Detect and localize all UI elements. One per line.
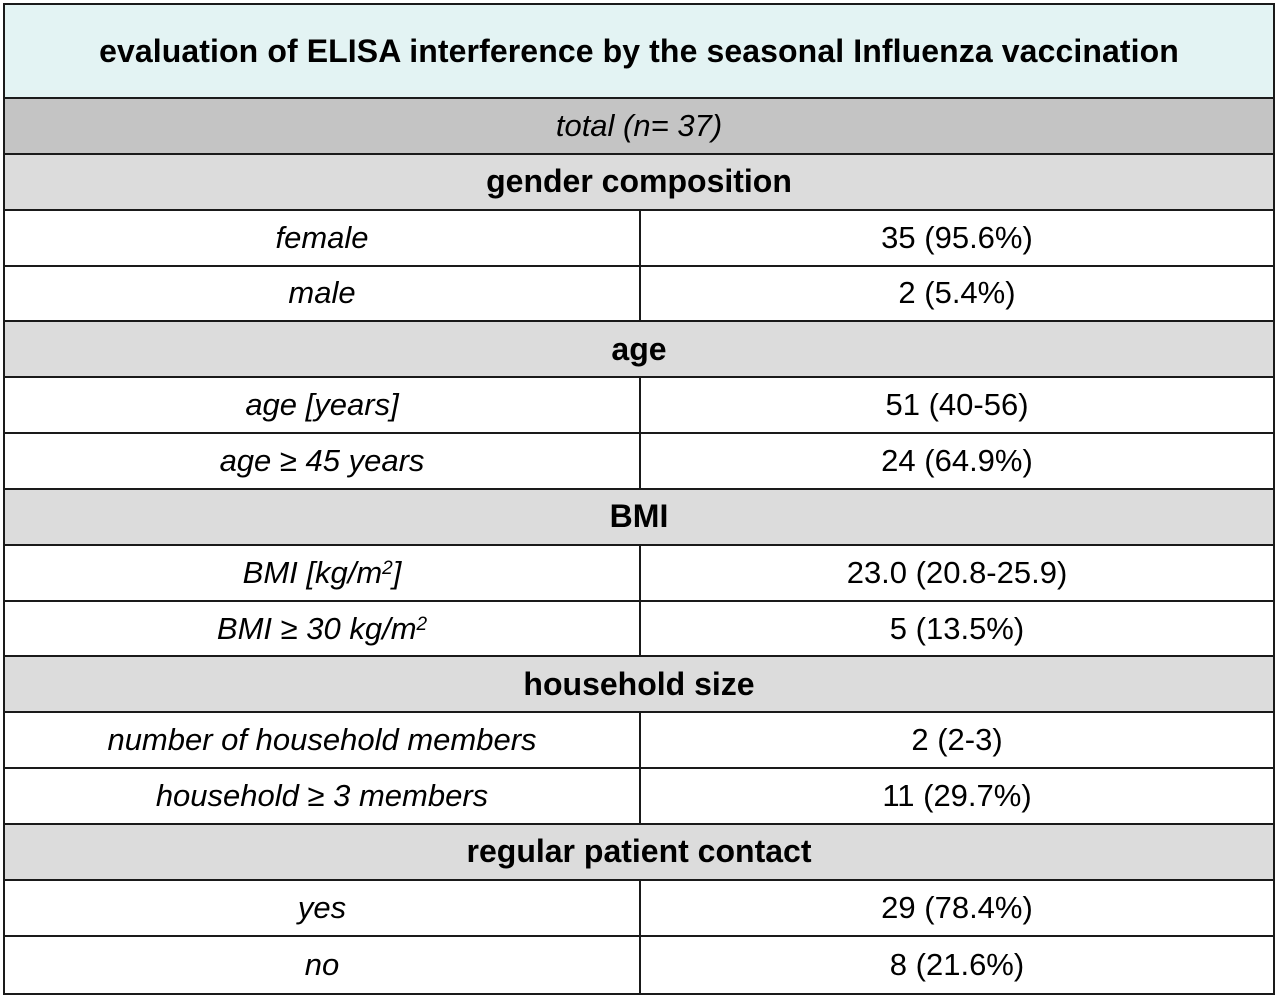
row-value: 23.0 (20.8-25.9)	[846, 554, 1068, 590]
table-row: age ≥ 45 years 24 (64.9%)	[5, 434, 1273, 490]
row-value: 2 (5.4%)	[898, 275, 1016, 311]
section-heading-gender: gender composition	[5, 154, 1273, 211]
row-label: household ≥ 3 members	[5, 769, 641, 823]
characteristics-table: evaluation of ELISA interference by the …	[3, 3, 1275, 995]
row-label: age [years]	[5, 378, 641, 433]
row-label: male	[5, 266, 641, 321]
table-row: BMI ≥ 30 kg/m 2 5 (13.5%)	[5, 601, 1273, 658]
row-label: BMI [kg/m 2]	[5, 545, 641, 600]
label-text: BMI [kg/m	[242, 554, 383, 590]
section-heading-household: household size	[5, 657, 1273, 714]
section-heading: age	[611, 330, 667, 367]
section-heading: BMI	[609, 498, 669, 535]
section-heading-patient-contact: regular patient contact	[5, 824, 1273, 881]
label-text: BMI ≥ 30 kg/m	[216, 610, 417, 646]
total-label: total (n= 37)	[555, 107, 723, 143]
row-value: 8 (21.6%)	[889, 946, 1025, 982]
row-label: BMI ≥ 30 kg/m 2	[5, 601, 641, 656]
row-label: yes	[5, 880, 641, 935]
row-label: no	[5, 936, 641, 993]
row-label: age ≥ 45 years	[5, 434, 641, 488]
table-row: BMI [kg/m 2] 23.0 (20.8-25.9)	[5, 545, 1273, 602]
row-value: 5 (13.5%)	[889, 610, 1025, 646]
section-heading-age: age	[5, 322, 1273, 379]
table-row: yes 29 (78.4%)	[5, 880, 1273, 937]
total-row: total (n= 37)	[5, 99, 1273, 155]
row-value: 29 (78.4%)	[881, 889, 1033, 925]
row-label: female	[5, 210, 641, 265]
section-heading: household size	[523, 665, 755, 702]
row-value: 2 (2-3)	[911, 722, 1003, 758]
row-value: 11 (29.7%)	[882, 778, 1032, 814]
table-title-row: evaluation of ELISA interference by the …	[5, 5, 1273, 99]
row-value: 35 (95.6%)	[881, 219, 1033, 255]
table-row: number of household members 2 (2-3)	[5, 713, 1273, 770]
row-value: 24 (64.9%)	[881, 442, 1033, 478]
table-row: female 35 (95.6%)	[5, 210, 1273, 267]
row-label: number of household members	[5, 713, 641, 768]
section-heading: regular patient contact	[466, 833, 812, 870]
table-row: age [years] 51 (40-56)	[5, 378, 1273, 435]
table-row: no 8 (21.6%)	[5, 936, 1273, 993]
table-title: evaluation of ELISA interference by the …	[99, 32, 1179, 69]
table-row: male 2 (5.4%)	[5, 266, 1273, 323]
table-row: household ≥ 3 members 11 (29.7%)	[5, 769, 1273, 825]
section-heading: gender composition	[486, 163, 792, 200]
section-heading-bmi: BMI	[5, 489, 1273, 546]
label-suffix: ]	[392, 554, 402, 590]
row-value: 51 (40-56)	[885, 387, 1029, 423]
